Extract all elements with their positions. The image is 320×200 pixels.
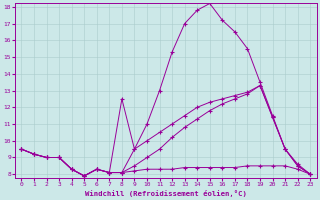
- X-axis label: Windchill (Refroidissement éolien,°C): Windchill (Refroidissement éolien,°C): [85, 190, 247, 197]
